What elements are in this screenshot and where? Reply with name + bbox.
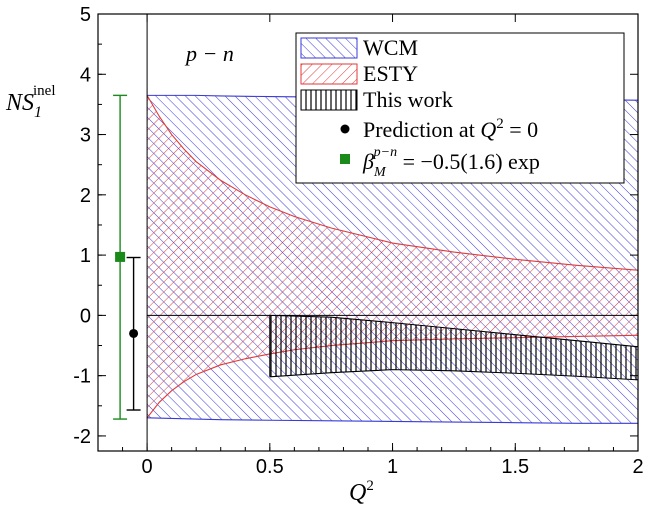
y-tick-label: 5 bbox=[80, 4, 91, 26]
legend-marker-beta bbox=[340, 154, 350, 164]
y-tick-label: -1 bbox=[73, 366, 91, 388]
x-tick-label: 1.5 bbox=[501, 456, 529, 478]
legend-swatch-esty bbox=[300, 63, 358, 85]
legend-label-beta: βMp−n = −0.5(1.6) exp bbox=[362, 145, 540, 180]
y-tick-label: 0 bbox=[80, 305, 91, 327]
x-tick-label: 0 bbox=[142, 456, 153, 478]
y-tick-label: 3 bbox=[80, 125, 91, 147]
x-tick-label: 2 bbox=[632, 456, 643, 478]
legend-label-esty: ESTY bbox=[363, 61, 418, 86]
legend-swatch-wcm bbox=[300, 37, 358, 59]
band-this-work-lower-edge bbox=[269, 369, 638, 381]
y-tick-label: -2 bbox=[73, 426, 91, 448]
y-tick-label: 2 bbox=[80, 185, 91, 207]
legend-marker-prediction bbox=[340, 124, 350, 134]
band-wcm-lower-edge bbox=[147, 417, 638, 424]
legend-swatch-this-work bbox=[300, 89, 358, 111]
x-tick-label: 0.5 bbox=[256, 456, 284, 478]
reference-lines bbox=[146, 14, 638, 451]
legend: WCM ESTY This work Prediction at Q2 = 0 … bbox=[295, 32, 625, 184]
band-this-work bbox=[269, 315, 638, 380]
point-prediction bbox=[129, 328, 139, 338]
legend-label-this-work: This work bbox=[363, 87, 453, 112]
panel-label: p − n bbox=[184, 41, 234, 66]
x-axis-label: Q2 bbox=[349, 478, 374, 506]
legend-label-wcm: WCM bbox=[363, 35, 418, 60]
legend-label-prediction: Prediction at Q2 = 0 bbox=[363, 116, 538, 142]
y-axis-label: NS1inel bbox=[5, 83, 56, 121]
ticks-layer: 0 0.5 1 1.5 2 -2 -1 0 1 2 3 4 5 bbox=[73, 4, 643, 478]
data-points bbox=[113, 94, 141, 420]
band-this-work-upper-edge bbox=[269, 314, 638, 348]
y-tick-label: 4 bbox=[80, 64, 91, 86]
point-beta bbox=[115, 251, 126, 262]
band-esty-upper-edge bbox=[146, 95, 638, 271]
x-tick-label: 1 bbox=[387, 456, 398, 478]
y-tick-label: 1 bbox=[80, 245, 91, 267]
